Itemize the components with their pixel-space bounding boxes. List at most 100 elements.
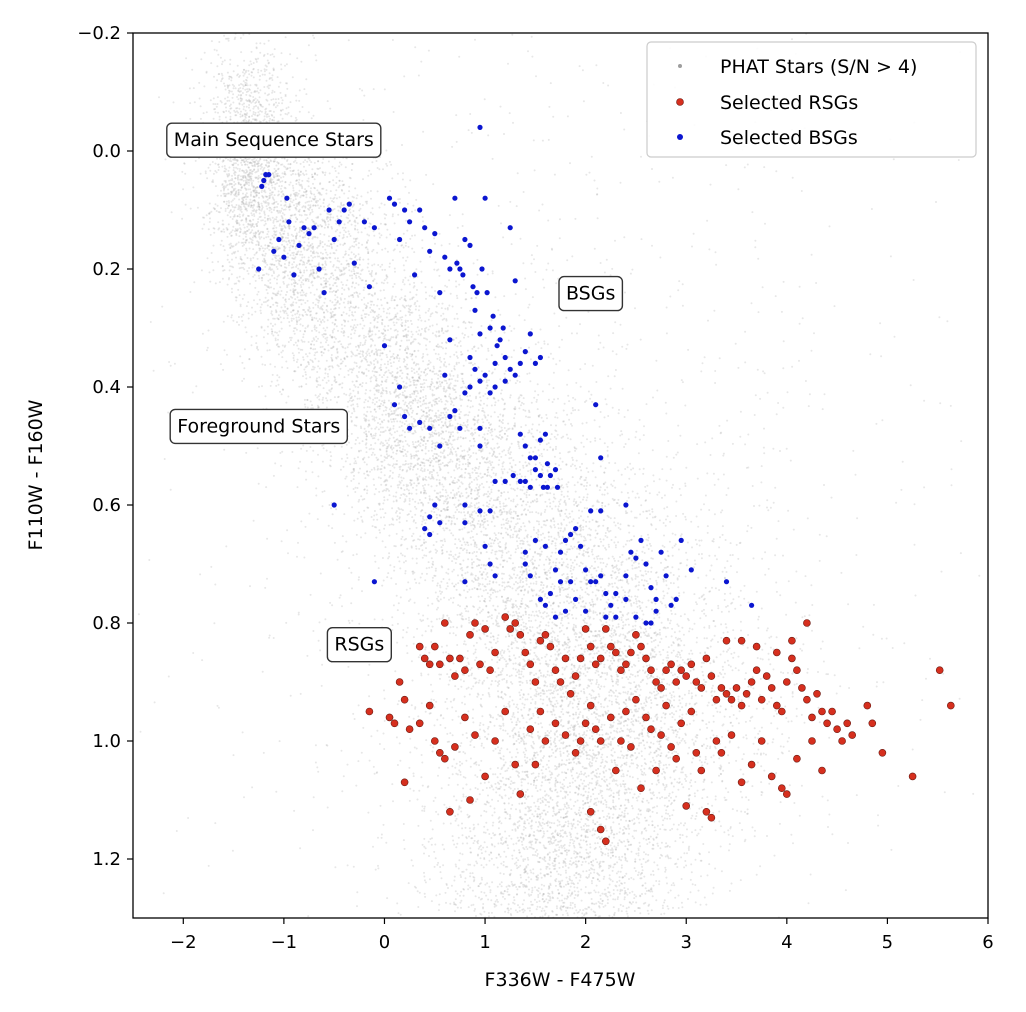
phat-star-point bbox=[238, 215, 241, 218]
phat-star-point bbox=[240, 206, 242, 209]
phat-star-point bbox=[255, 83, 258, 86]
phat-star-point bbox=[289, 200, 292, 203]
phat-star-point bbox=[362, 119, 365, 121]
phat-star-point bbox=[223, 448, 226, 451]
phat-star-point bbox=[257, 91, 260, 94]
phat-star-point bbox=[283, 263, 286, 265]
phat-star-point bbox=[383, 213, 386, 216]
phat-star-point bbox=[228, 166, 231, 169]
phat-star-point bbox=[271, 258, 274, 261]
phat-star-point bbox=[240, 159, 243, 162]
phat-star-point bbox=[362, 355, 365, 357]
phat-star-point bbox=[373, 437, 376, 440]
phat-star-point bbox=[431, 576, 434, 579]
phat-star-point bbox=[257, 230, 260, 233]
phat-star-point bbox=[223, 200, 225, 203]
phat-star-point bbox=[282, 317, 285, 320]
phat-star-point bbox=[328, 290, 331, 293]
phat-star-point bbox=[330, 308, 332, 311]
phat-star-point bbox=[311, 175, 314, 178]
phat-star-point bbox=[350, 251, 353, 254]
phat-star-point bbox=[350, 420, 353, 423]
phat-star-point bbox=[414, 425, 417, 428]
phat-star-point bbox=[212, 97, 215, 100]
phat-star-point bbox=[298, 279, 301, 282]
phat-star-point bbox=[242, 33, 245, 36]
phat-star-point bbox=[246, 178, 248, 181]
phat-star-point bbox=[205, 70, 208, 73]
phat-star-point bbox=[269, 238, 272, 241]
phat-star-point bbox=[256, 240, 259, 243]
phat-star-point bbox=[264, 252, 267, 255]
phat-star-point bbox=[234, 36, 237, 39]
phat-star-point bbox=[265, 120, 268, 123]
phat-star-point bbox=[361, 317, 364, 320]
phat-star-point bbox=[257, 204, 260, 207]
phat-star-point bbox=[439, 455, 442, 458]
phat-star-point bbox=[256, 257, 259, 260]
phat-star-point bbox=[426, 385, 429, 388]
phat-star-point bbox=[246, 182, 249, 185]
phat-star-point bbox=[221, 230, 223, 233]
phat-star-point bbox=[262, 55, 265, 57]
phat-star-point bbox=[348, 209, 351, 212]
phat-star-point bbox=[334, 318, 337, 321]
phat-star-point bbox=[222, 245, 225, 248]
phat-star-point bbox=[243, 59, 246, 62]
phat-star-point bbox=[248, 175, 251, 178]
phat-star-point bbox=[183, 162, 186, 165]
phat-star-point bbox=[213, 75, 215, 78]
phat-star-point bbox=[239, 90, 242, 93]
phat-star-point bbox=[327, 205, 329, 207]
phat-star-point bbox=[297, 192, 300, 195]
phat-star-point bbox=[418, 305, 421, 308]
phat-star-point bbox=[514, 293, 517, 296]
phat-star-point bbox=[311, 404, 313, 407]
phat-star-point bbox=[273, 224, 276, 227]
phat-star-point bbox=[254, 200, 257, 203]
phat-star-point bbox=[248, 169, 251, 172]
phat-star-point bbox=[355, 216, 358, 219]
phat-star-point bbox=[304, 371, 307, 374]
phat-star-point bbox=[316, 246, 319, 249]
phat-star-point bbox=[245, 105, 248, 108]
phat-star-point bbox=[240, 51, 243, 54]
phat-star-point bbox=[273, 218, 276, 221]
phat-star-point bbox=[326, 326, 329, 329]
phat-star-point bbox=[479, 399, 482, 402]
phat-star-point bbox=[282, 175, 285, 178]
phat-star-point bbox=[455, 280, 457, 283]
phat-star-point bbox=[319, 167, 321, 170]
phat-star-point bbox=[355, 345, 357, 348]
phat-star-point bbox=[316, 173, 319, 176]
phat-star-point bbox=[396, 244, 399, 247]
phat-star-point bbox=[248, 162, 251, 165]
phat-star-point bbox=[329, 256, 332, 259]
phat-star-point bbox=[401, 440, 404, 443]
phat-star-point bbox=[461, 450, 464, 452]
phat-star-point bbox=[207, 329, 210, 332]
phat-star-point bbox=[276, 343, 279, 345]
phat-star-point bbox=[430, 383, 433, 386]
phat-star-point bbox=[383, 325, 386, 328]
phat-star-point bbox=[164, 158, 167, 161]
phat-star-point bbox=[253, 168, 256, 171]
phat-star-point bbox=[440, 421, 443, 423]
phat-star-point bbox=[227, 158, 230, 161]
phat-star-point bbox=[318, 318, 321, 321]
phat-star-point bbox=[281, 180, 284, 183]
phat-star-point bbox=[269, 189, 272, 192]
phat-star-point bbox=[295, 323, 298, 326]
phat-star-point bbox=[389, 233, 392, 236]
phat-star-point bbox=[380, 202, 383, 205]
phat-star-point bbox=[376, 190, 379, 193]
phat-star-point bbox=[385, 453, 388, 456]
phat-star-point bbox=[402, 335, 405, 338]
phat-star-point bbox=[335, 285, 338, 288]
phat-star-point bbox=[248, 173, 251, 176]
phat-star-point bbox=[263, 70, 266, 73]
phat-star-point bbox=[425, 418, 428, 420]
phat-star-point bbox=[386, 276, 389, 278]
phat-star-point bbox=[223, 185, 226, 188]
phat-star-point bbox=[222, 189, 225, 192]
